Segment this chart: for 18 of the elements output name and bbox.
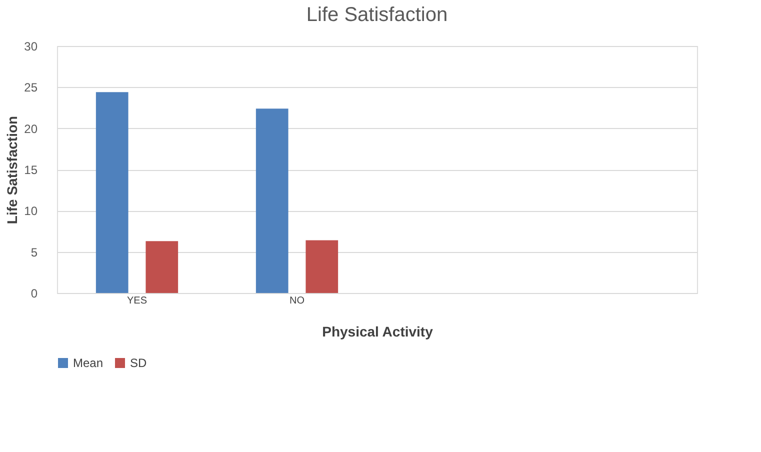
legend-label: SD — [130, 356, 148, 370]
y-tick-label: 25 — [24, 80, 38, 95]
bar — [256, 108, 288, 293]
legend-label: Mean — [73, 356, 104, 370]
x-axis-title: Physical Activity — [322, 324, 434, 340]
x-tick-label: NO — [290, 296, 305, 306]
y-axis-title: Life Satisfaction — [4, 116, 20, 224]
bar — [306, 240, 338, 293]
chart-title: Life Satisfaction — [306, 4, 448, 26]
x-tick-label: YES — [126, 296, 148, 306]
y-tick-label: 30 — [24, 40, 38, 54]
bar — [146, 241, 178, 293]
y-tick-label: 15 — [24, 163, 38, 177]
y-tick-label: 0 — [30, 286, 38, 300]
y-tick-label: 5 — [30, 245, 38, 260]
y-tick-label: 10 — [24, 204, 38, 218]
y-tick-label: 20 — [24, 122, 38, 136]
bar — [96, 92, 128, 293]
